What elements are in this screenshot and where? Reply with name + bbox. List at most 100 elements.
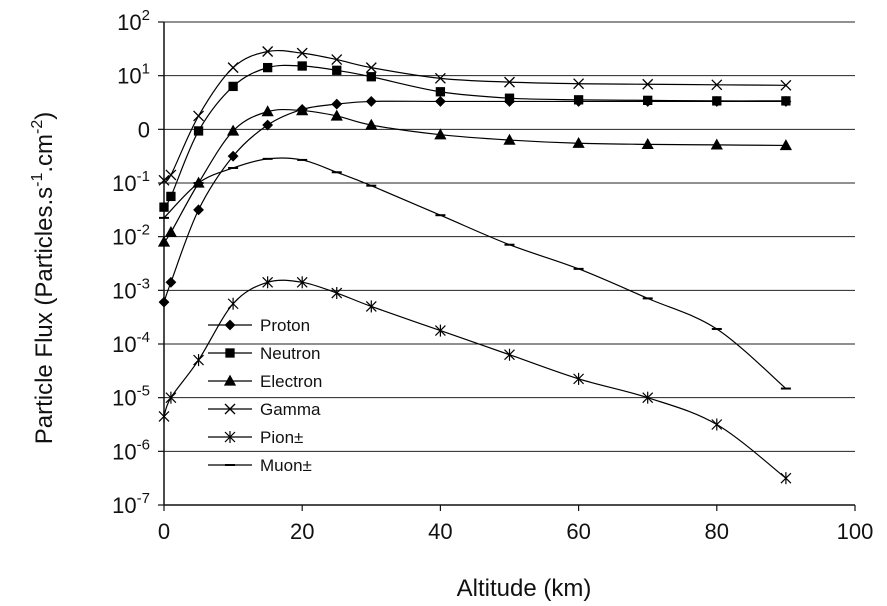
data-point-electron [261, 105, 274, 117]
y-tick-label: 10-1 [112, 168, 150, 196]
marker-stroke [780, 79, 792, 91]
legend: Proton Neutron Electron Gamma Pion± Muon± [208, 316, 322, 475]
data-point-pion [331, 287, 343, 300]
x-tick-label: 20 [290, 519, 314, 544]
legend-label: Electron [260, 372, 322, 391]
series-layer [157, 46, 793, 485]
data-point-pion [711, 418, 723, 431]
legend-label: Neutron [260, 344, 320, 363]
data-point-electron [503, 133, 516, 145]
series-muon [159, 157, 791, 390]
series-proton [158, 96, 792, 308]
data-point-electron [226, 124, 240, 136]
data-point-electron [572, 136, 585, 148]
y-tick-label: 102 [117, 7, 150, 35]
marker-stroke [504, 76, 515, 88]
data-point-gamma [780, 79, 792, 91]
series-neutron [159, 61, 791, 212]
data-point-proton [434, 96, 446, 107]
data-point-pion [262, 276, 274, 289]
data-point-proton [331, 98, 343, 110]
data-point-neutron [643, 95, 653, 106]
legend-label: Gamma [260, 400, 321, 419]
series-gamma [158, 46, 792, 186]
data-point-gamma [711, 79, 723, 91]
series-electron [157, 104, 793, 247]
marker-stroke [331, 54, 343, 66]
legend-label: Proton [260, 316, 310, 335]
data-point-gamma [227, 62, 239, 74]
data-point-gamma [165, 169, 177, 181]
data-point-proton [227, 150, 239, 162]
data-point-neutron [166, 191, 176, 202]
data-point-pion [365, 300, 377, 313]
legend-marker [225, 348, 235, 358]
data-point-neutron [332, 65, 342, 75]
marker-stroke [262, 46, 274, 57]
data-point-gamma [573, 78, 585, 90]
legend-marker [224, 431, 236, 443]
data-point-electron [330, 109, 343, 121]
data-point-proton [262, 119, 274, 131]
marker-stroke [158, 174, 170, 186]
data-point-pion [165, 391, 177, 404]
data-point-gamma [434, 72, 446, 84]
data-point-neutron [712, 96, 722, 106]
data-point-pion [504, 348, 515, 361]
data-point-proton [193, 204, 204, 216]
data-point-neutron [435, 87, 446, 97]
data-point-proton [365, 96, 377, 107]
data-point-neutron [159, 202, 169, 212]
y-axis-title: Particle Flux (Particles.s-1.cm-2) [29, 112, 58, 445]
y-tick-label: 0 [138, 117, 150, 142]
legend-item-neutron: Neutron [208, 344, 320, 363]
data-point-gamma [365, 62, 377, 74]
data-point-pion [642, 391, 654, 404]
series-line-gamma [163, 49, 786, 182]
x-tick-label: 60 [566, 519, 590, 544]
marker-stroke [573, 78, 585, 90]
data-point-gamma [262, 46, 274, 57]
marker-stroke [193, 110, 205, 122]
marker-stroke [642, 78, 654, 90]
data-point-neutron [504, 93, 515, 103]
data-point-electron [779, 139, 793, 151]
data-point-electron [164, 226, 178, 238]
data-point-gamma [504, 76, 515, 88]
legend-item-electron: Electron [208, 372, 322, 391]
marker-stroke [365, 62, 377, 74]
x-tick-label: 80 [705, 519, 729, 544]
y-tick-label: 101 [117, 61, 150, 89]
data-point-electron [710, 138, 723, 150]
marker-stroke [296, 47, 308, 59]
series-pion [158, 276, 792, 485]
legend-item-proton: Proton [208, 316, 310, 335]
marker-stroke [711, 79, 723, 91]
data-point-electron [434, 128, 447, 140]
series-line-proton [163, 100, 786, 303]
data-point-gamma [158, 174, 170, 186]
data-point-pion [780, 472, 792, 485]
y-tick-label: 10-3 [112, 275, 150, 303]
data-point-pion [434, 324, 446, 337]
y-tick-label: 10-2 [112, 222, 150, 250]
series-line-muon [163, 157, 787, 389]
data-point-electron [157, 235, 171, 247]
legend-label: Pion± [260, 428, 303, 447]
grid-layer [164, 21, 855, 452]
data-point-gamma [331, 54, 343, 66]
data-point-electron [641, 138, 654, 150]
legend-item-muon: Muon± [208, 456, 312, 475]
data-point-electron [365, 118, 378, 130]
y-tick-label: 10-7 [112, 490, 150, 518]
series-line-pion [163, 279, 787, 479]
x-axis-title: Altitude (km) [457, 575, 592, 602]
legend-marker [223, 374, 237, 386]
data-point-neutron [193, 126, 204, 136]
data-point-gamma [296, 47, 308, 59]
data-point-gamma [193, 110, 205, 122]
legend-label: Muon± [260, 456, 312, 475]
y-tick-label: 10-6 [112, 436, 150, 464]
